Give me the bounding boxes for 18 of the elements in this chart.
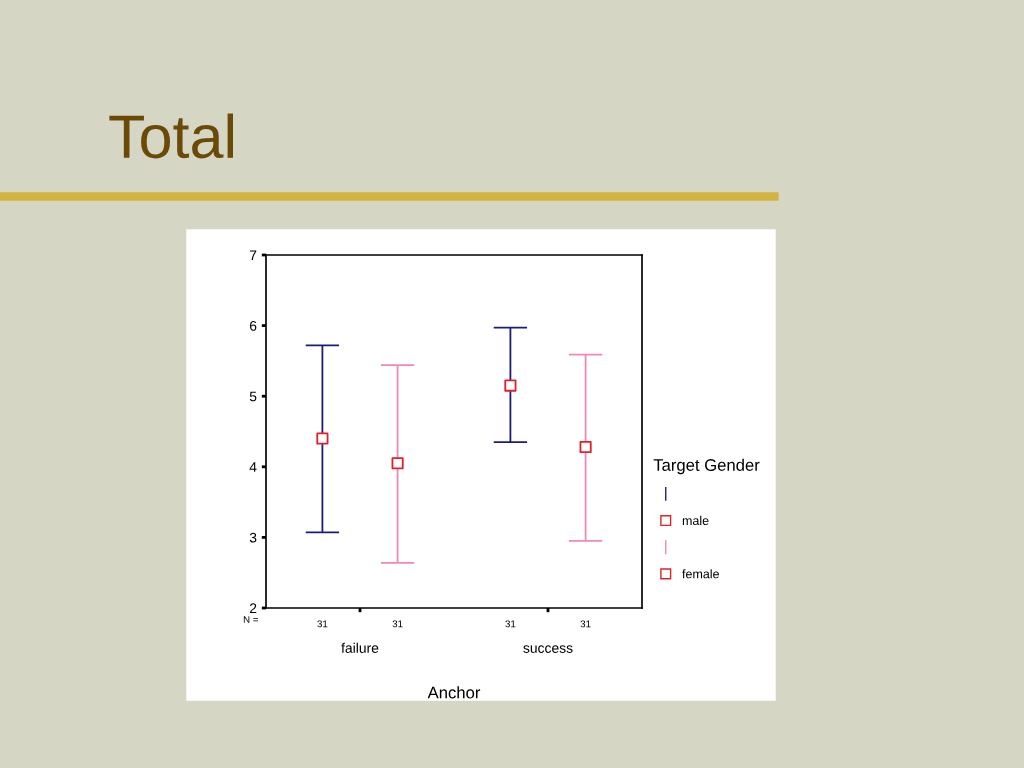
x-tick-label: success	[523, 645, 573, 653]
y-tick-label: 4	[249, 462, 257, 472]
text: 31	[580, 620, 591, 628]
legend-label: male	[682, 515, 709, 526]
x-axis-title: Anchor	[427, 686, 481, 699]
chart-title: Total	[109, 113, 233, 159]
text: N =	[243, 616, 258, 623]
y-tick-label: 6	[249, 320, 257, 331]
legend-label: female	[682, 569, 719, 579]
y-tick-label: 7	[249, 250, 257, 261]
x-tick-label: failure	[341, 642, 379, 653]
text: 31	[505, 620, 516, 628]
y-tick-label: 3	[249, 532, 257, 543]
text: 31	[392, 620, 403, 628]
y-tick-label: 5	[249, 391, 257, 402]
text: 31	[317, 620, 328, 628]
legend-title: Target Gender	[653, 458, 760, 475]
y-tick-label: 2	[249, 603, 257, 614]
